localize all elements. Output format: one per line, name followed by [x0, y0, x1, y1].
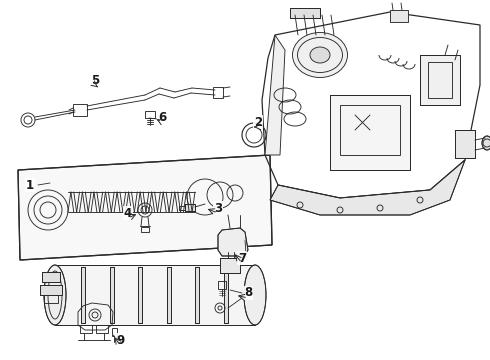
Bar [330, 95, 410, 170]
Bar [330, 95, 410, 170]
Bar [195, 267, 199, 323]
Bar [110, 267, 114, 323]
Ellipse shape [293, 32, 347, 77]
Bar [185, 204, 195, 211]
Text: 6: 6 [158, 111, 166, 123]
Bar [420, 55, 460, 105]
Bar [455, 130, 475, 158]
Bar [167, 267, 171, 323]
Bar [141, 227, 149, 232]
Bar [81, 267, 85, 323]
Ellipse shape [310, 47, 330, 63]
Polygon shape [218, 228, 248, 256]
Bar [73, 104, 87, 116]
Bar [290, 8, 320, 18]
Bar [218, 281, 226, 289]
Bar [40, 285, 62, 295]
Text: 7: 7 [238, 252, 246, 265]
Bar [179, 206, 185, 210]
Bar [428, 62, 452, 98]
Bar [55, 265, 255, 325]
Polygon shape [18, 155, 272, 260]
Polygon shape [270, 160, 465, 215]
Bar [81, 267, 85, 323]
Bar [455, 130, 475, 158]
Text: 8: 8 [244, 287, 252, 300]
Bar [390, 10, 408, 22]
Bar [220, 258, 240, 273]
Text: 9: 9 [116, 333, 124, 346]
Bar [220, 258, 240, 273]
Bar [112, 328, 117, 336]
Text: 2: 2 [254, 116, 262, 129]
Bar [80, 325, 92, 333]
Bar [42, 272, 60, 282]
Bar [420, 55, 460, 105]
Polygon shape [265, 35, 285, 155]
Ellipse shape [482, 136, 490, 150]
Bar [138, 267, 142, 323]
Bar [290, 8, 320, 18]
Ellipse shape [44, 265, 66, 325]
Bar [138, 267, 142, 323]
Text: 1: 1 [26, 179, 34, 192]
Bar [96, 325, 108, 333]
Bar [42, 272, 60, 282]
Bar [167, 267, 171, 323]
Ellipse shape [244, 265, 266, 325]
Bar [340, 105, 400, 155]
Bar [224, 267, 228, 323]
Bar [213, 87, 223, 98]
Text: 5: 5 [91, 73, 99, 86]
Bar [224, 267, 228, 323]
Bar [40, 285, 62, 295]
Bar [110, 267, 114, 323]
Text: 4: 4 [124, 207, 132, 220]
Bar [185, 204, 195, 211]
Text: 3: 3 [214, 202, 222, 215]
Bar [55, 265, 255, 325]
Bar [145, 111, 155, 118]
Bar [44, 295, 58, 303]
Bar [195, 267, 199, 323]
